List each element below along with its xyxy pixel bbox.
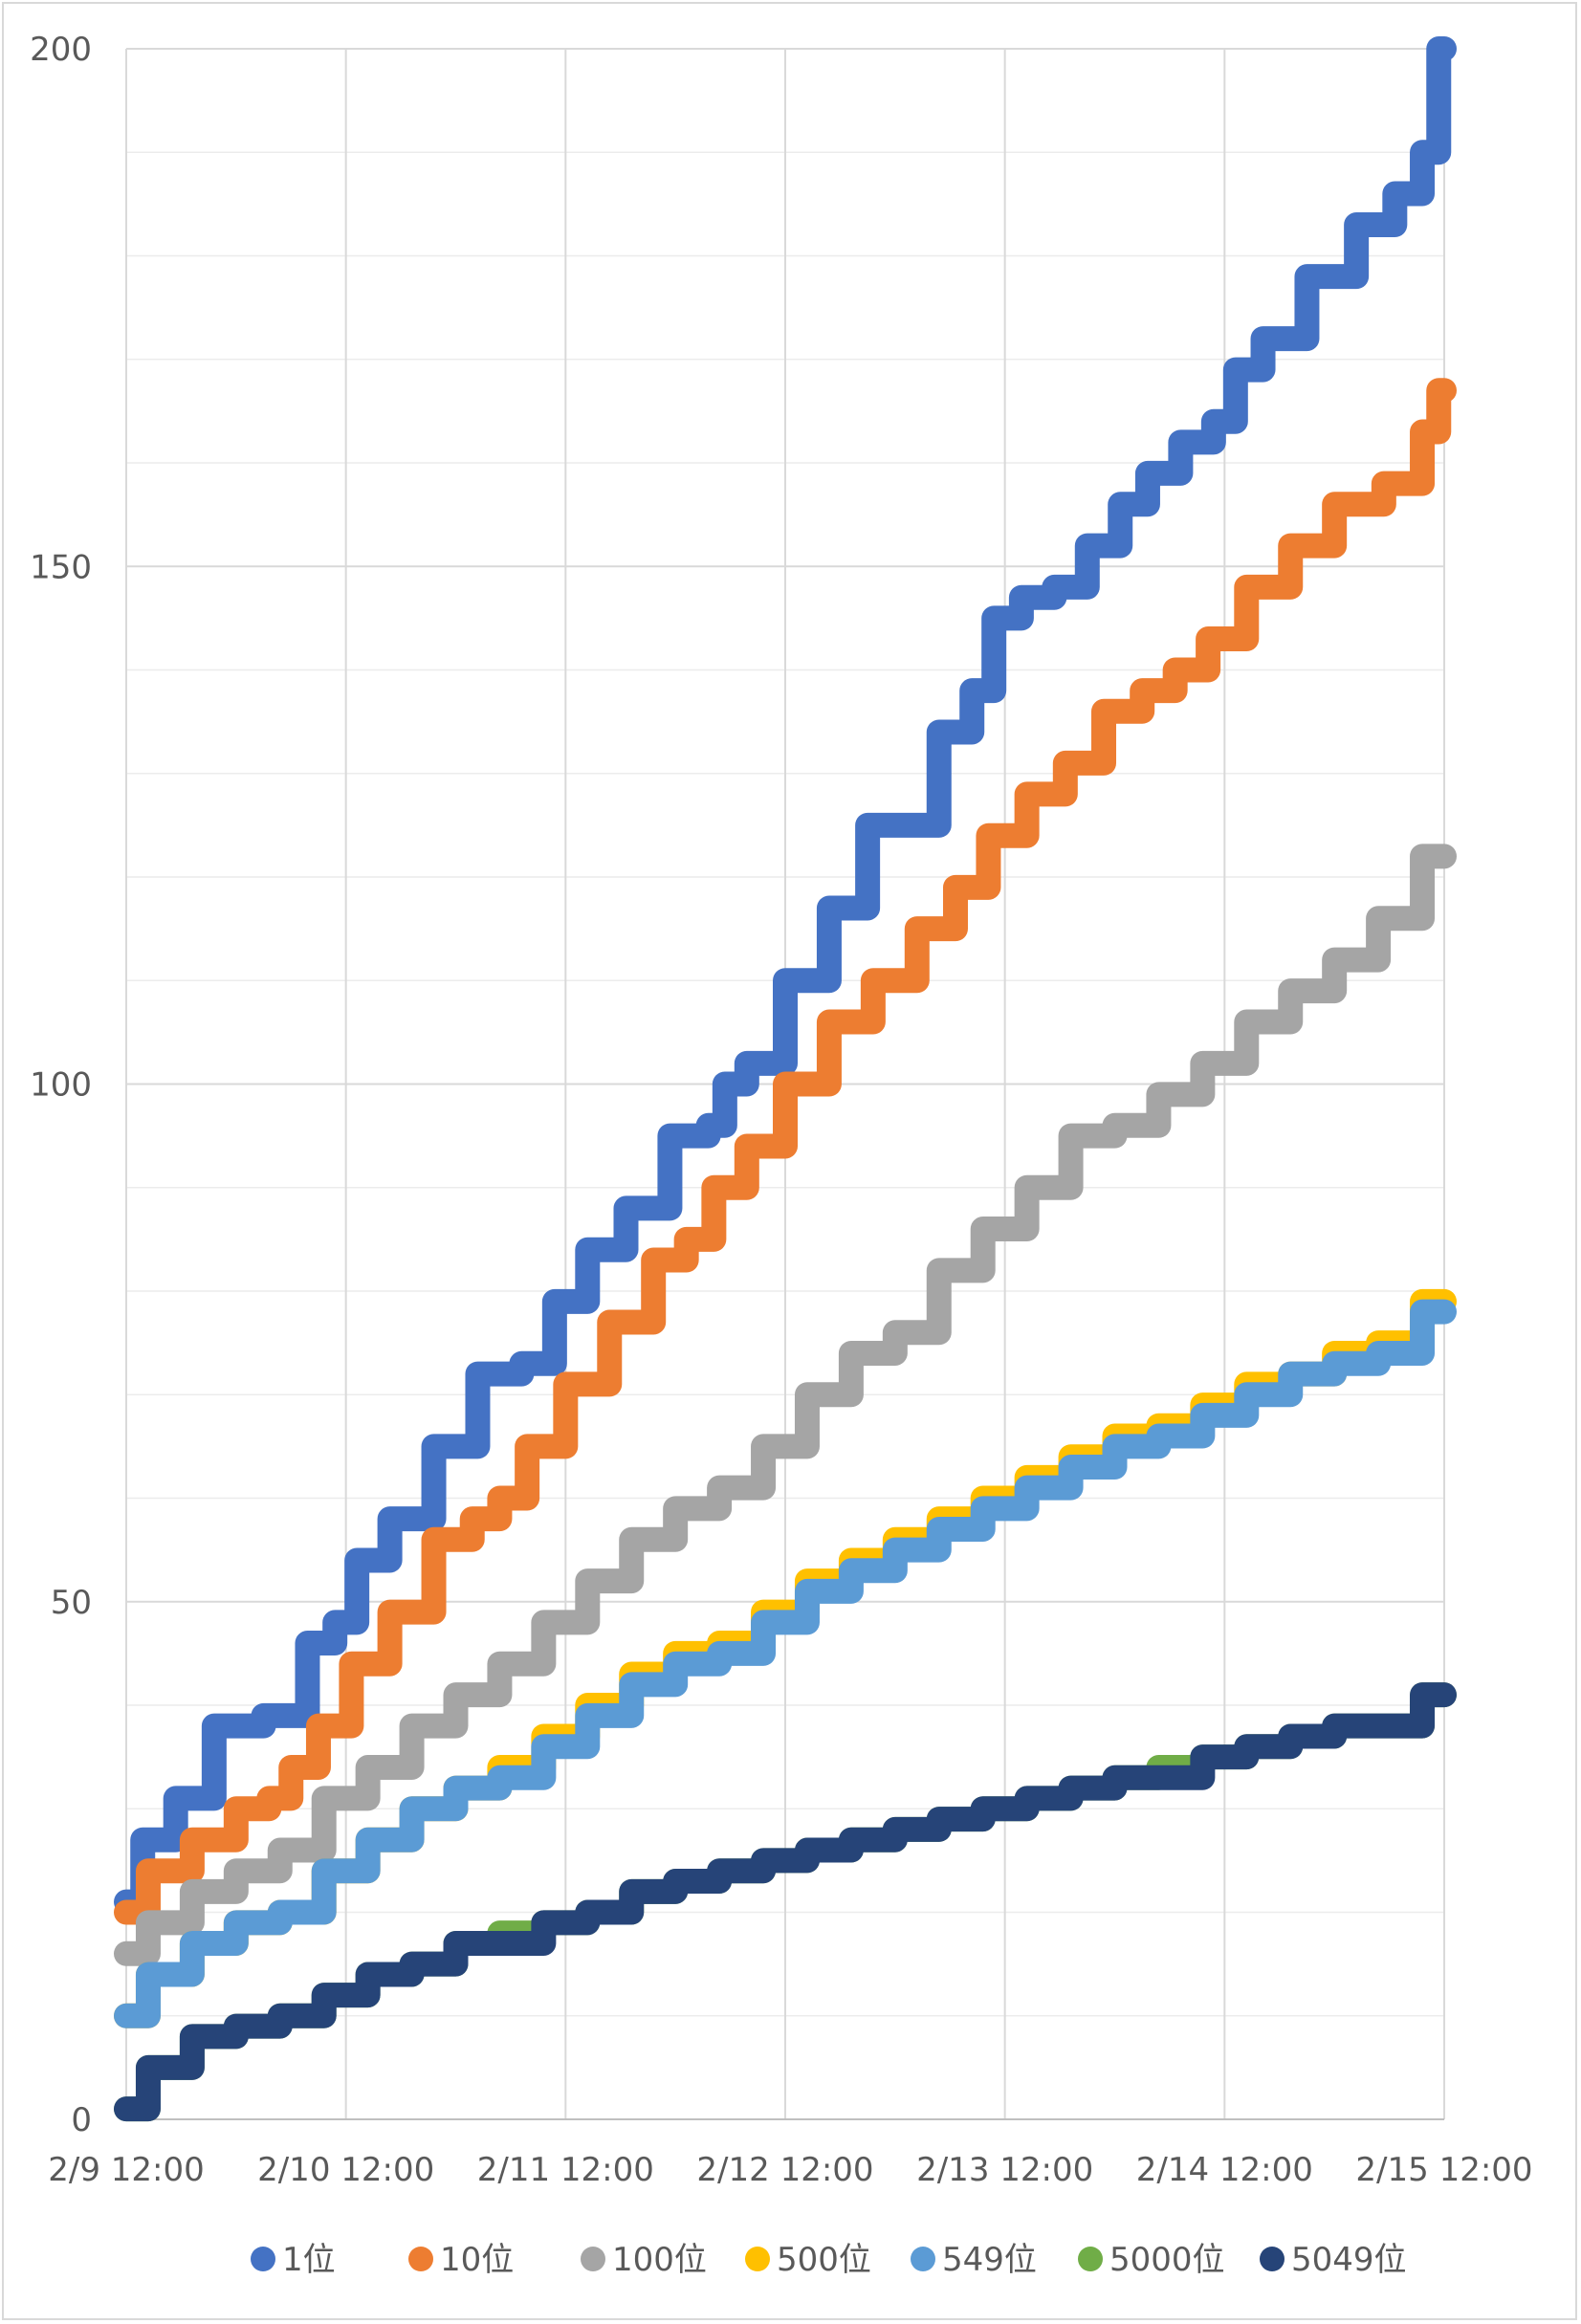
- legend-item: 549位: [911, 2241, 1037, 2279]
- legend-item: 10位: [408, 2241, 514, 2279]
- x-tick-label: 2/10 12:00: [257, 2151, 434, 2189]
- series-1: [114, 36, 1457, 1915]
- x-tick-label: 2/11 12:00: [477, 2151, 654, 2189]
- grid-layer: [125, 48, 1445, 2120]
- series-7: [114, 1682, 1457, 2122]
- legend-marker: [1078, 2247, 1103, 2271]
- axis-layer: 0 50 100 150 200 2/9 12:00 2/10 12:00 2/11 12:0…: [30, 31, 1532, 2189]
- series-line: [114, 1299, 1457, 2028]
- legend-label: 1位: [282, 2241, 336, 2279]
- series-layer: [114, 36, 1457, 2122]
- y-tick-label: 100: [30, 1066, 92, 1105]
- x-tick-label: 2/13 12:00: [916, 2151, 1093, 2189]
- legend-item: 1位: [251, 2241, 336, 2279]
- y-tick-label: 200: [30, 31, 92, 69]
- series-3: [114, 844, 1457, 1966]
- legend-item: 5049位: [1260, 2241, 1407, 2279]
- series-line: [114, 1682, 1457, 2122]
- y-tick-label: 150: [30, 548, 92, 586]
- series-line: [114, 844, 1457, 1966]
- legend: 1位 10位 100位 500位 549位 5000位 5049位: [251, 2241, 1407, 2279]
- legend-marker: [408, 2247, 433, 2271]
- series-2: [114, 378, 1457, 1925]
- series-line: [114, 378, 1457, 1925]
- legend-marker: [581, 2247, 605, 2271]
- x-tick-label: 2/15 12:00: [1355, 2151, 1532, 2189]
- series-line: [114, 36, 1457, 1915]
- legend-marker: [251, 2247, 275, 2271]
- legend-marker: [911, 2247, 935, 2271]
- legend-item: 5000位: [1078, 2241, 1225, 2279]
- legend-label: 500位: [777, 2241, 871, 2279]
- legend-label: 549位: [942, 2241, 1037, 2279]
- legend-item: 500位: [745, 2241, 871, 2279]
- series-5: [114, 1299, 1457, 2028]
- legend-label: 5000位: [1109, 2241, 1225, 2279]
- legend-item: 100位: [581, 2241, 707, 2279]
- legend-marker: [1260, 2247, 1285, 2271]
- legend-label: 10位: [440, 2241, 514, 2279]
- x-tick-label: 2/14 12:00: [1136, 2151, 1313, 2189]
- legend-label: 100位: [612, 2241, 707, 2279]
- y-tick-label: 0: [71, 2101, 92, 2139]
- y-tick-label: 50: [51, 1584, 92, 1622]
- x-tick-label: 2/12 12:00: [696, 2151, 873, 2189]
- legend-label: 5049位: [1291, 2241, 1407, 2279]
- legend-marker: [745, 2247, 770, 2271]
- x-tick-label: 2/9 12:00: [48, 2151, 205, 2189]
